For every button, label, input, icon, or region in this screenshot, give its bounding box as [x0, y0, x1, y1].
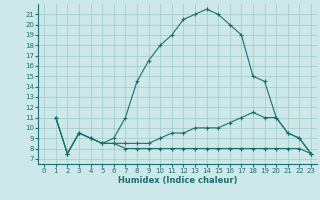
- X-axis label: Humidex (Indice chaleur): Humidex (Indice chaleur): [118, 176, 237, 185]
